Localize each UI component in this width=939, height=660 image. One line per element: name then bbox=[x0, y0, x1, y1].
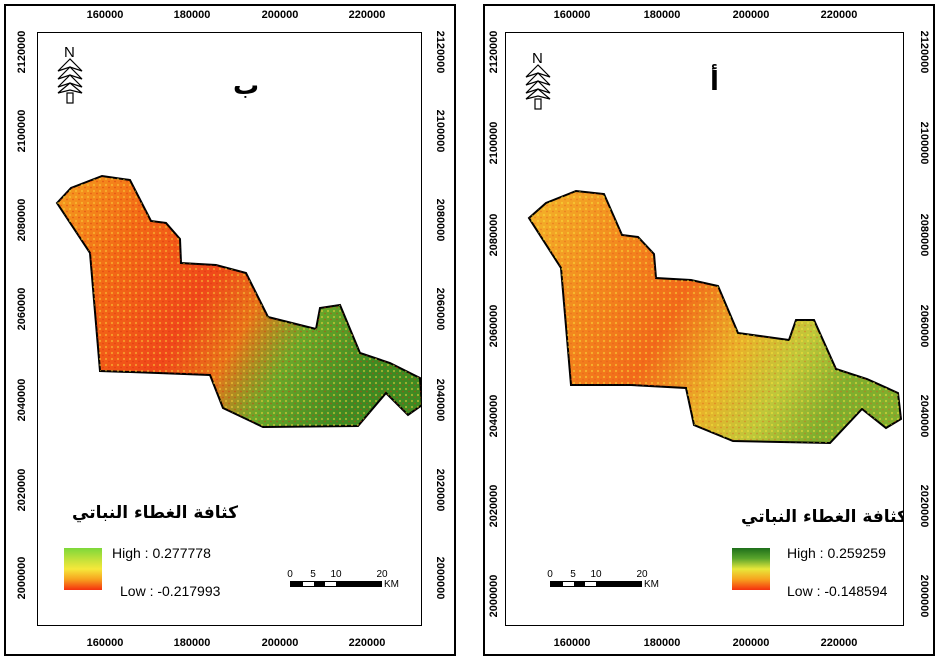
y-tick-right: 2040000 bbox=[434, 378, 446, 422]
legend-high: High : 0.259259 bbox=[787, 545, 886, 561]
y-tick-right: 2120000 bbox=[918, 30, 930, 74]
map-panel-b: 160000 180000 200000 220000 160000 18000… bbox=[4, 4, 456, 656]
x-tick-bottom: 200000 bbox=[732, 637, 770, 649]
y-tick-right: 2100000 bbox=[434, 109, 446, 153]
map-canvas: N ب bbox=[37, 32, 422, 626]
panel-letter: أ bbox=[710, 67, 719, 97]
y-tick-right: 2080000 bbox=[918, 213, 930, 257]
legend-color-ramp bbox=[732, 548, 770, 590]
x-tick-top: 200000 bbox=[261, 9, 299, 21]
scale-label: 20 bbox=[376, 569, 388, 580]
panel-letter: ب bbox=[233, 71, 260, 101]
y-tick-left: 2100000 bbox=[488, 121, 500, 165]
y-tick-left: 2000000 bbox=[16, 556, 28, 600]
legend-title: كثافة الغطاء النباتي bbox=[741, 507, 904, 527]
scale-unit: KM bbox=[384, 579, 399, 590]
x-tick-top: 220000 bbox=[820, 9, 858, 21]
north-arrow-icon: N bbox=[57, 44, 83, 104]
y-tick-right: 2000000 bbox=[918, 574, 930, 618]
y-tick-right: 2020000 bbox=[434, 468, 446, 512]
y-tick-right: 2100000 bbox=[918, 121, 930, 165]
x-tick-top: 160000 bbox=[86, 9, 124, 21]
x-tick-top: 180000 bbox=[173, 9, 211, 21]
scale-label: 5 bbox=[310, 569, 316, 580]
x-tick-top: 160000 bbox=[553, 9, 591, 21]
y-tick-left: 2040000 bbox=[16, 378, 28, 422]
y-tick-left: 2080000 bbox=[16, 198, 28, 242]
y-tick-left: 2040000 bbox=[488, 394, 500, 438]
y-tick-right: 2080000 bbox=[434, 198, 446, 242]
x-tick-bottom: 200000 bbox=[261, 637, 299, 649]
x-tick-top: 180000 bbox=[643, 9, 681, 21]
y-tick-left: 2000000 bbox=[488, 574, 500, 618]
y-tick-right: 2060000 bbox=[918, 304, 930, 348]
x-tick-bottom: 160000 bbox=[553, 637, 591, 649]
vegetation-density-map bbox=[55, 174, 421, 429]
y-tick-left: 2080000 bbox=[488, 213, 500, 257]
scale-label: 5 bbox=[570, 569, 576, 580]
y-tick-right: 2120000 bbox=[434, 30, 446, 74]
scale-label: 10 bbox=[590, 569, 602, 580]
legend-low: Low : -0.148594 bbox=[787, 583, 888, 599]
legend-color-ramp bbox=[64, 548, 102, 590]
legend-high: High : 0.277778 bbox=[112, 545, 211, 561]
scale-bar: 0 5 10 20 KM bbox=[287, 569, 399, 590]
x-tick-top: 200000 bbox=[732, 9, 770, 21]
legend-title: كثافة الغطاء النباتي bbox=[72, 503, 238, 523]
x-tick-bottom: 180000 bbox=[173, 637, 211, 649]
scale-label: 10 bbox=[330, 569, 342, 580]
y-tick-left: 2060000 bbox=[16, 287, 28, 331]
scale-label: 20 bbox=[636, 569, 648, 580]
north-label: N bbox=[64, 44, 75, 61]
map-panel-a: 2120000 2100000 2080000 2060000 2040000 … bbox=[483, 4, 935, 656]
map-canvas: N أ bbox=[505, 32, 904, 626]
north-label: N bbox=[532, 50, 543, 67]
legend-low: Low : -0.217993 bbox=[120, 583, 221, 599]
y-tick-left: 2100000 bbox=[16, 109, 28, 153]
scale-label: 0 bbox=[547, 569, 553, 580]
x-tick-top: 220000 bbox=[348, 9, 386, 21]
scale-unit: KM bbox=[644, 579, 659, 590]
x-tick-bottom: 180000 bbox=[643, 637, 681, 649]
x-tick-bottom: 160000 bbox=[86, 637, 124, 649]
y-tick-right: 2060000 bbox=[434, 287, 446, 331]
y-tick-left: 2120000 bbox=[16, 30, 28, 74]
y-tick-right: 2000000 bbox=[434, 556, 446, 600]
x-tick-bottom: 220000 bbox=[348, 637, 386, 649]
y-tick-left: 2020000 bbox=[488, 484, 500, 528]
scale-bar: 0 5 10 20 KM bbox=[547, 569, 659, 590]
y-tick-left: 2020000 bbox=[16, 468, 28, 512]
y-tick-left: 2120000 bbox=[488, 30, 500, 74]
y-tick-right: 2020000 bbox=[918, 484, 930, 528]
north-arrow-icon: N bbox=[525, 50, 551, 110]
vegetation-density-map bbox=[527, 189, 903, 445]
x-tick-bottom: 220000 bbox=[820, 637, 858, 649]
y-tick-right: 2040000 bbox=[918, 394, 930, 438]
scale-label: 0 bbox=[287, 569, 293, 580]
y-tick-left: 2060000 bbox=[488, 304, 500, 348]
